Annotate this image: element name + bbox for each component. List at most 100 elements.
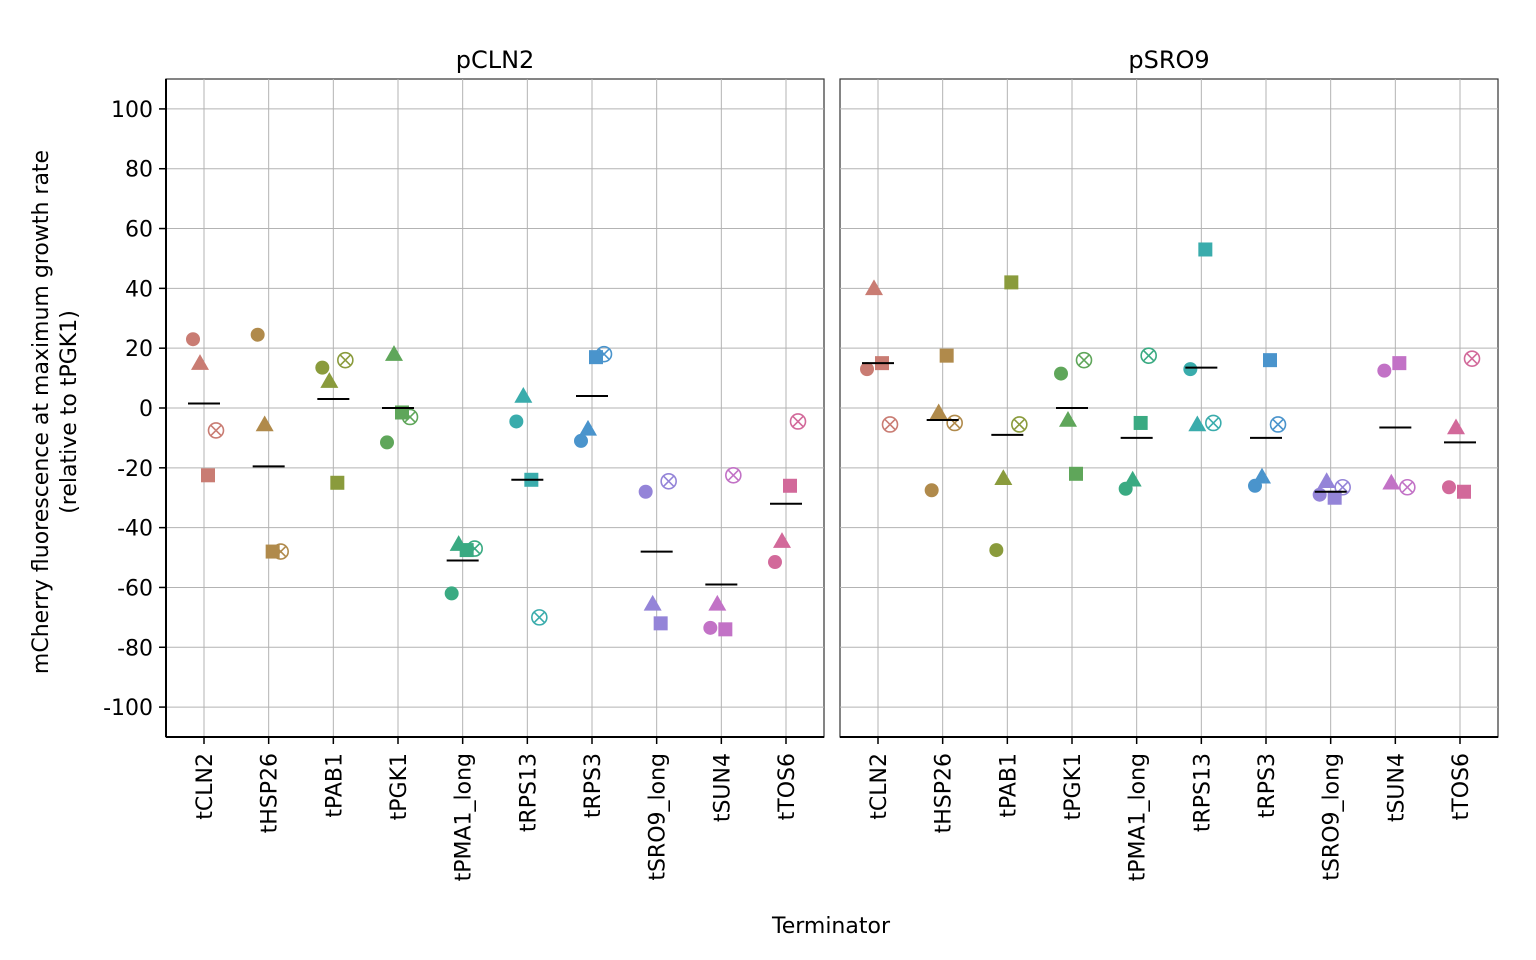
- facet-panels: pCLN2 tCLN2 tHSP26 tPAB1 tPGK1 tPMA1_long tRPS…: [103, 46, 1499, 881]
- circle-x-ring: [1269, 416, 1287, 433]
- circle-x-stroke: [1142, 349, 1155, 362]
- data-point-circle: [924, 483, 939, 498]
- y-tick-label: -100: [103, 696, 153, 721]
- data-point-circle: [509, 414, 524, 429]
- data-point-triangle: [191, 354, 209, 370]
- circle-x-ring: [1205, 414, 1222, 432]
- x-tick-label: tSUN4: [710, 753, 735, 822]
- circle-x-stroke: [533, 611, 546, 624]
- data-point-triangle: [1123, 470, 1142, 487]
- data-point-circle: [186, 332, 200, 347]
- x-tick-label: tRPS13: [516, 753, 541, 832]
- circle-x-stroke: [210, 424, 222, 437]
- circle-x-stroke: [598, 348, 610, 361]
- data-point-circle-x: [1075, 351, 1093, 369]
- data-point-circle: [250, 327, 265, 342]
- data-point-triangle: [1382, 473, 1401, 490]
- data-point-triangle: [514, 387, 533, 403]
- data-point-circle: [1183, 362, 1198, 377]
- y-tick-label: -20: [117, 457, 153, 482]
- data-point-square: [1457, 484, 1471, 499]
- data-point-square: [1198, 242, 1213, 257]
- circle-x-stroke: [1207, 417, 1220, 429]
- data-point-square: [718, 622, 733, 637]
- data-point-circle-x: [337, 351, 354, 369]
- circle-x-stroke: [662, 475, 675, 488]
- data-point-circle-x: [595, 345, 613, 363]
- circle-x-stroke: [274, 545, 287, 558]
- y-tick-label: 100: [111, 98, 153, 123]
- data-point-circle-x: [466, 540, 483, 557]
- y-tick-label: 40: [125, 277, 153, 302]
- x-tick-label: tCLN2: [867, 753, 892, 820]
- circle-x-stroke: [1401, 481, 1414, 494]
- circle-x-ring: [660, 472, 677, 490]
- circle-x-ring: [1399, 478, 1416, 496]
- circle-x-stroke: [404, 411, 416, 423]
- data-point-circle-x: [725, 466, 742, 484]
- x-tick-label: tHSP26: [932, 753, 957, 833]
- data-point-circle-x: [207, 422, 225, 439]
- circle-x-ring: [595, 345, 613, 363]
- circle-x-stroke: [468, 542, 481, 555]
- circle-x-ring: [1011, 416, 1028, 433]
- data-point-circle-x: [401, 408, 419, 426]
- data-point-square: [330, 475, 345, 490]
- circle-x-stroke: [1013, 418, 1026, 431]
- data-point-square: [939, 348, 954, 363]
- data-point-circle-x: [1399, 478, 1416, 496]
- x-tick-label: tSRO9_long: [1320, 753, 1345, 881]
- data-point-circle: [444, 586, 459, 601]
- data-point-triangle: [865, 279, 883, 296]
- data-point-triangle: [1447, 418, 1465, 435]
- data-point-circle: [989, 543, 1004, 558]
- data-point-circle: [1054, 366, 1068, 381]
- data-point-triangle: [773, 532, 791, 548]
- x-tick-label: tPGK1: [1061, 753, 1086, 820]
- x-tick-label: tSUN4: [1384, 753, 1409, 822]
- data-point-circle-x: [1269, 416, 1287, 433]
- data-point-square: [1392, 356, 1407, 371]
- circle-x-stroke: [727, 469, 740, 482]
- data-point-circle-x: [660, 472, 677, 490]
- x-axis-label: Terminator: [771, 914, 891, 939]
- data-point-square: [653, 616, 668, 631]
- data-point-circle: [768, 555, 782, 570]
- data-point-triangle: [708, 594, 727, 611]
- data-point-circle: [860, 362, 874, 377]
- circle-x-ring: [1334, 478, 1351, 496]
- y-axis-label-line2: (relative to tPGK1): [57, 310, 82, 514]
- panel-pCLN2: pCLN2 tCLN2 tHSP26 tPAB1 tPGK1 tPMA1_long tRPS…: [103, 46, 825, 881]
- data-point-circle: [638, 484, 653, 499]
- x-tick-label: tPMA1_long: [1126, 753, 1151, 881]
- data-point-square: [1069, 466, 1083, 481]
- x-tick-label: tRPS13: [1190, 753, 1215, 832]
- circle-x-stroke: [884, 418, 896, 431]
- circle-x-ring: [337, 351, 354, 369]
- data-point-circle-x: [881, 416, 899, 433]
- x-tick-label: tRPS3: [1255, 753, 1280, 818]
- data-point-square: [201, 468, 215, 483]
- circle-x-ring: [946, 414, 963, 432]
- y-tick-label: -60: [117, 576, 153, 601]
- panel-title: pCLN2: [456, 46, 535, 74]
- data-point-triangle: [643, 594, 662, 611]
- data-point-triangle: [385, 345, 403, 361]
- circle-x-ring: [1463, 350, 1481, 367]
- x-tick-label: tRPS3: [581, 753, 606, 818]
- circle-x-stroke: [339, 354, 352, 367]
- panel-title: pSRO9: [1128, 46, 1209, 74]
- data-point-circle: [1377, 363, 1392, 378]
- circle-x-ring: [1140, 347, 1157, 364]
- data-point-triangle: [579, 419, 597, 436]
- circle-x-ring: [466, 540, 483, 557]
- data-point-triangle: [320, 372, 339, 388]
- circle-x-ring: [725, 466, 742, 484]
- data-point-circle-x: [1140, 347, 1157, 364]
- data-point-triangle: [1317, 472, 1336, 489]
- data-point-triangle: [994, 469, 1013, 486]
- x-tick-label: tPMA1_long: [452, 753, 477, 881]
- circle-x-stroke: [1466, 352, 1478, 365]
- circle-x-ring: [272, 543, 289, 560]
